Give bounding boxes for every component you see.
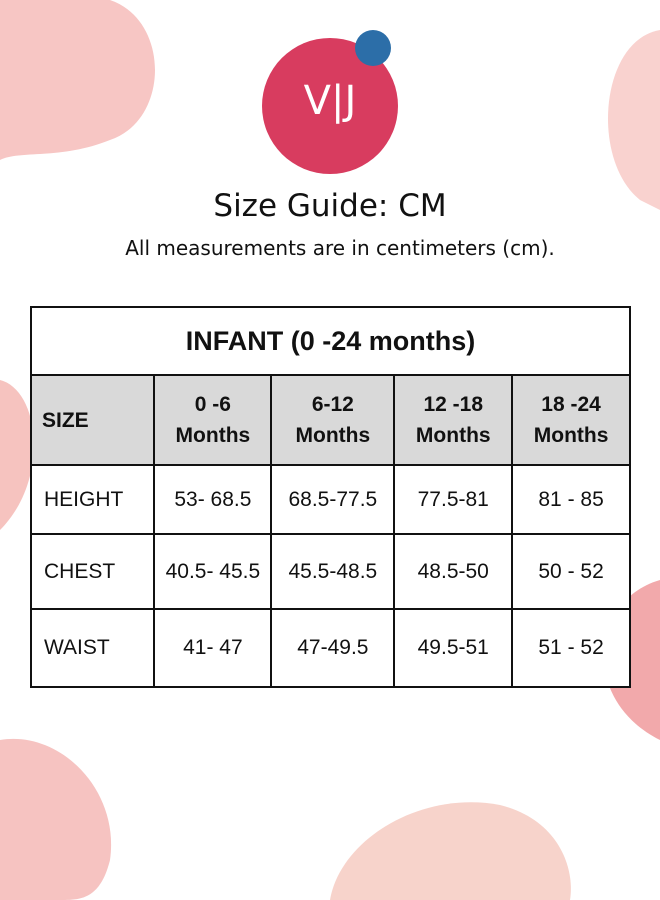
cell: 49.5-51 bbox=[393, 608, 514, 688]
blob bbox=[607, 30, 660, 210]
blob bbox=[0, 0, 155, 160]
column-header: 12 -18 Months bbox=[393, 374, 514, 466]
cell: 50 - 52 bbox=[511, 533, 631, 610]
cell: 45.5-48.5 bbox=[270, 533, 396, 610]
cell: 41- 47 bbox=[153, 608, 273, 688]
title-row: INFANT (0 -24 months) bbox=[30, 306, 631, 376]
logo-circle bbox=[262, 38, 398, 174]
table-title: INFANT (0 -24 months) bbox=[30, 306, 631, 376]
column-header: 0 -6 Months bbox=[153, 374, 273, 466]
page-subtitle: All measurements are in centimeters (cm)… bbox=[125, 236, 555, 260]
blob bbox=[0, 738, 112, 900]
logo-text: V|J bbox=[303, 78, 357, 124]
blob bbox=[330, 802, 571, 900]
table-row: HEIGHT 53- 68.5 68.5-77.5 77.5-81 81 - 85 bbox=[29, 464, 631, 535]
cell: 40.5- 45.5 bbox=[153, 533, 273, 610]
page-title: Size Guide: CM bbox=[213, 188, 447, 224]
cell: 51 - 52 bbox=[511, 608, 631, 688]
size-table: INFANT (0 -24 months) SIZE 0 -6 Months 6-12… bbox=[29, 306, 631, 688]
header-row: SIZE 0 -6 Months 6-12 Months 12 -18 Months 1… bbox=[29, 374, 631, 466]
row-label: CHEST bbox=[29, 533, 156, 610]
blob bbox=[0, 380, 34, 530]
column-header: 6-12 Months bbox=[270, 374, 396, 466]
cell: 81 - 85 bbox=[511, 464, 631, 535]
table-row: CHEST 40.5- 45.5 45.5-48.5 48.5-50 50 - 52 bbox=[29, 533, 631, 610]
column-header: SIZE bbox=[29, 374, 156, 466]
logo-dot bbox=[355, 30, 391, 66]
cell: 77.5-81 bbox=[393, 464, 514, 535]
table-row: WAIST 41- 47 47-49.5 49.5-51 51 - 52 bbox=[29, 608, 631, 688]
column-header: 18 -24 Months bbox=[511, 374, 631, 466]
cell: 48.5-50 bbox=[393, 533, 514, 610]
row-label: HEIGHT bbox=[29, 464, 156, 535]
cell: 68.5-77.5 bbox=[270, 464, 396, 535]
cell: 53- 68.5 bbox=[153, 464, 273, 535]
cell: 47-49.5 bbox=[270, 608, 396, 688]
row-label: WAIST bbox=[29, 608, 156, 688]
